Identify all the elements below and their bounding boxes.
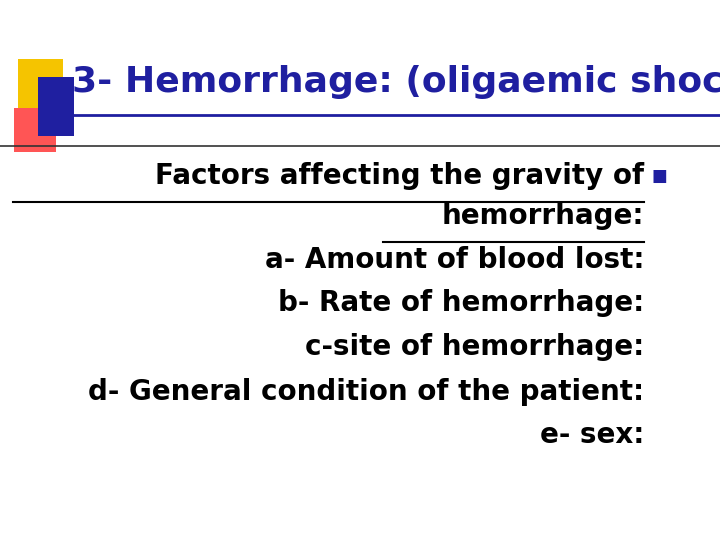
Text: Factors affecting the gravity of: Factors affecting the gravity of <box>156 161 644 190</box>
Text: e- sex:: e- sex: <box>540 421 644 449</box>
Text: c-site of hemorrhage:: c-site of hemorrhage: <box>305 333 644 361</box>
Text: a- Amount of blood lost:: a- Amount of blood lost: <box>265 246 644 274</box>
Text: hemorrhage:: hemorrhage: <box>442 202 644 230</box>
Bar <box>38 77 74 136</box>
Text: b- Rate of hemorrhage:: b- Rate of hemorrhage: <box>278 289 644 318</box>
Bar <box>18 59 63 113</box>
Bar <box>14 108 56 152</box>
Text: 3- Hemorrhage: (oligaemic shock):: 3- Hemorrhage: (oligaemic shock): <box>72 65 720 99</box>
Text: d- General condition of the patient:: d- General condition of the patient: <box>89 377 644 406</box>
Text: ■: ■ <box>652 166 667 185</box>
